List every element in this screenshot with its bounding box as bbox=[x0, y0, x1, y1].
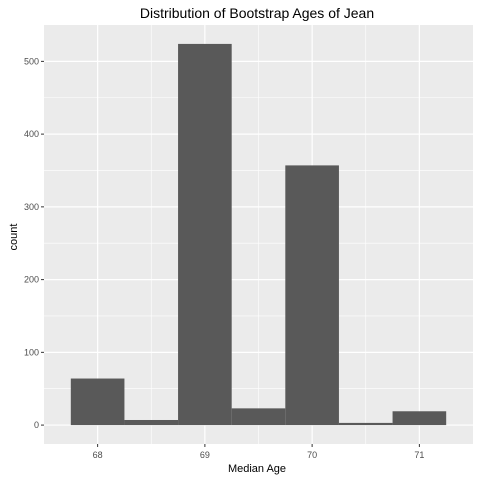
x-axis-title: Median Age bbox=[228, 463, 286, 475]
y-tick-label: 200 bbox=[24, 275, 39, 285]
x-tick-label: 71 bbox=[414, 450, 424, 460]
histogram-bar bbox=[392, 411, 447, 426]
histogram-bar bbox=[178, 43, 232, 426]
y-tick-label: 100 bbox=[24, 347, 39, 357]
histogram-bar bbox=[231, 408, 286, 426]
y-tick-label: 500 bbox=[24, 56, 39, 66]
y-tick-label: 0 bbox=[34, 420, 39, 430]
histogram-bar bbox=[338, 422, 393, 426]
x-axis: 68 69 70 71 bbox=[93, 444, 424, 460]
histogram-bar bbox=[70, 378, 125, 426]
histogram-bar bbox=[285, 165, 339, 426]
y-axis-title: count bbox=[8, 224, 20, 251]
chart-title: Distribution of Bootstrap Ages of Jean bbox=[140, 5, 374, 21]
x-tick-label: 68 bbox=[93, 450, 103, 460]
y-tick-label: 400 bbox=[24, 129, 39, 139]
histogram-bar bbox=[124, 419, 179, 426]
x-tick-label: 70 bbox=[307, 450, 317, 460]
y-tick-label: 300 bbox=[24, 202, 39, 212]
y-axis: 0 100 200 300 400 500 bbox=[24, 56, 44, 430]
x-tick-label: 69 bbox=[200, 450, 210, 460]
bars bbox=[70, 43, 447, 426]
